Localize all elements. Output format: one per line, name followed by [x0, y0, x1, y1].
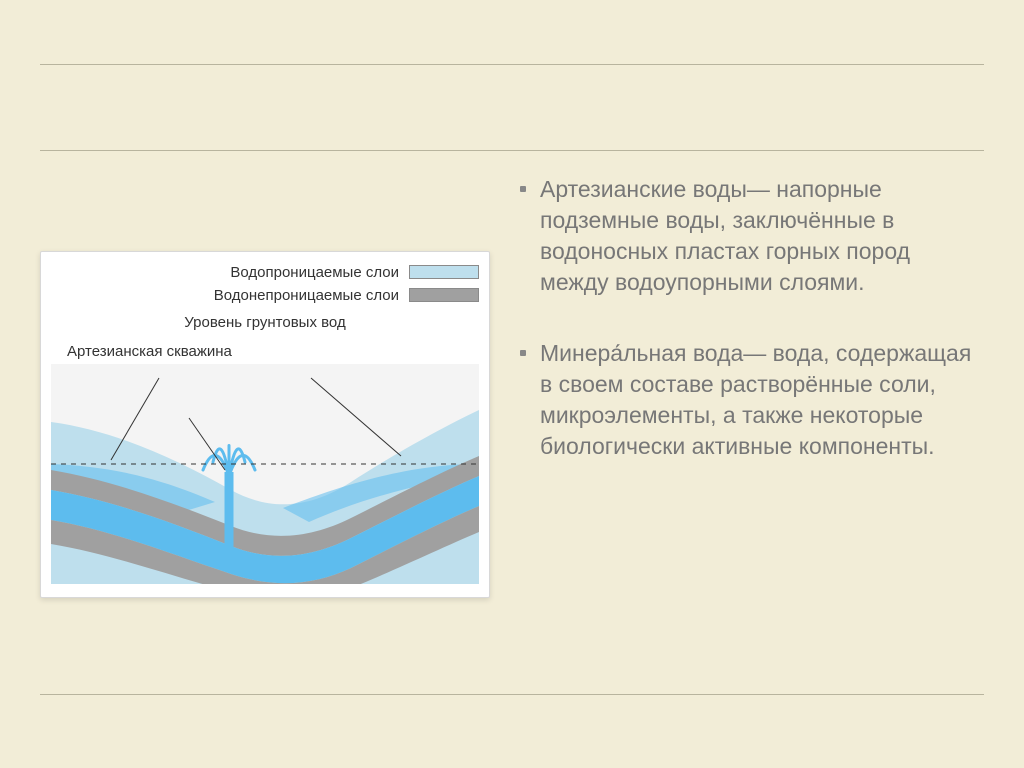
bullet-list: Артезианские воды— напорные подземные во… [520, 170, 984, 678]
callout-groundwater-label: Уровень грунтовых вод [184, 314, 345, 331]
swatch-permeable [409, 265, 479, 279]
swatch-impermeable [409, 288, 479, 302]
diagram-card: Водопроницаемые слои Водонепроницаемые с… [40, 251, 490, 598]
bullet-text: Артезианские воды— напорные подземные во… [540, 174, 984, 298]
legend-permeable-label: Водопроницаемые слои [230, 264, 399, 281]
legend: Водопроницаемые слои Водонепроницаемые с… [51, 264, 479, 304]
diagram-column: Водопроницаемые слои Водонепроницаемые с… [40, 170, 490, 678]
content-area: Водопроницаемые слои Водонепроницаемые с… [40, 170, 984, 678]
rule-mid [40, 150, 984, 151]
legend-impermeable-label: Водонепроницаемые слои [214, 287, 399, 304]
callout-artesian-label: Артезианская скважина [67, 343, 232, 360]
bullet-icon [520, 186, 526, 192]
legend-permeable: Водопроницаемые слои [51, 264, 479, 281]
rule-bottom [40, 694, 984, 695]
legend-impermeable: Водонепроницаемые слои [51, 287, 479, 304]
list-item: Минера́льная вода— вода, содержащая в св… [520, 338, 984, 462]
cross-section-diagram [51, 364, 479, 584]
list-item: Артезианские воды— напорные подземные во… [520, 174, 984, 298]
bullet-text: Минера́льная вода— вода, содержащая в св… [540, 338, 984, 462]
bullet-icon [520, 350, 526, 356]
rule-top [40, 64, 984, 65]
callout-labels-2: Артезианская скважина [51, 343, 479, 360]
callout-labels: Уровень грунтовых вод [51, 314, 479, 331]
